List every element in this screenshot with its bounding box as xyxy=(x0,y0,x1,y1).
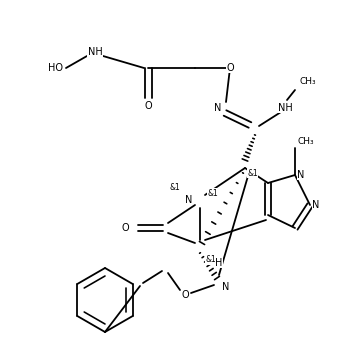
Text: H: H xyxy=(215,258,222,268)
Text: N: N xyxy=(297,170,304,180)
Text: N: N xyxy=(214,103,222,113)
Text: &1: &1 xyxy=(205,256,216,265)
Text: O: O xyxy=(181,290,189,300)
Text: N: N xyxy=(222,282,230,292)
Text: O: O xyxy=(144,101,152,111)
Text: NH: NH xyxy=(278,103,292,113)
Text: N: N xyxy=(312,200,319,210)
Text: CH₃: CH₃ xyxy=(298,138,314,147)
Text: O: O xyxy=(121,223,129,233)
Text: &1: &1 xyxy=(208,189,218,198)
Text: O: O xyxy=(226,63,234,73)
Text: CH₃: CH₃ xyxy=(300,77,317,87)
Text: N: N xyxy=(185,195,192,205)
Text: &1: &1 xyxy=(169,184,180,193)
Text: HO: HO xyxy=(48,63,63,73)
Text: NH: NH xyxy=(88,47,102,57)
Text: &1: &1 xyxy=(247,168,258,177)
